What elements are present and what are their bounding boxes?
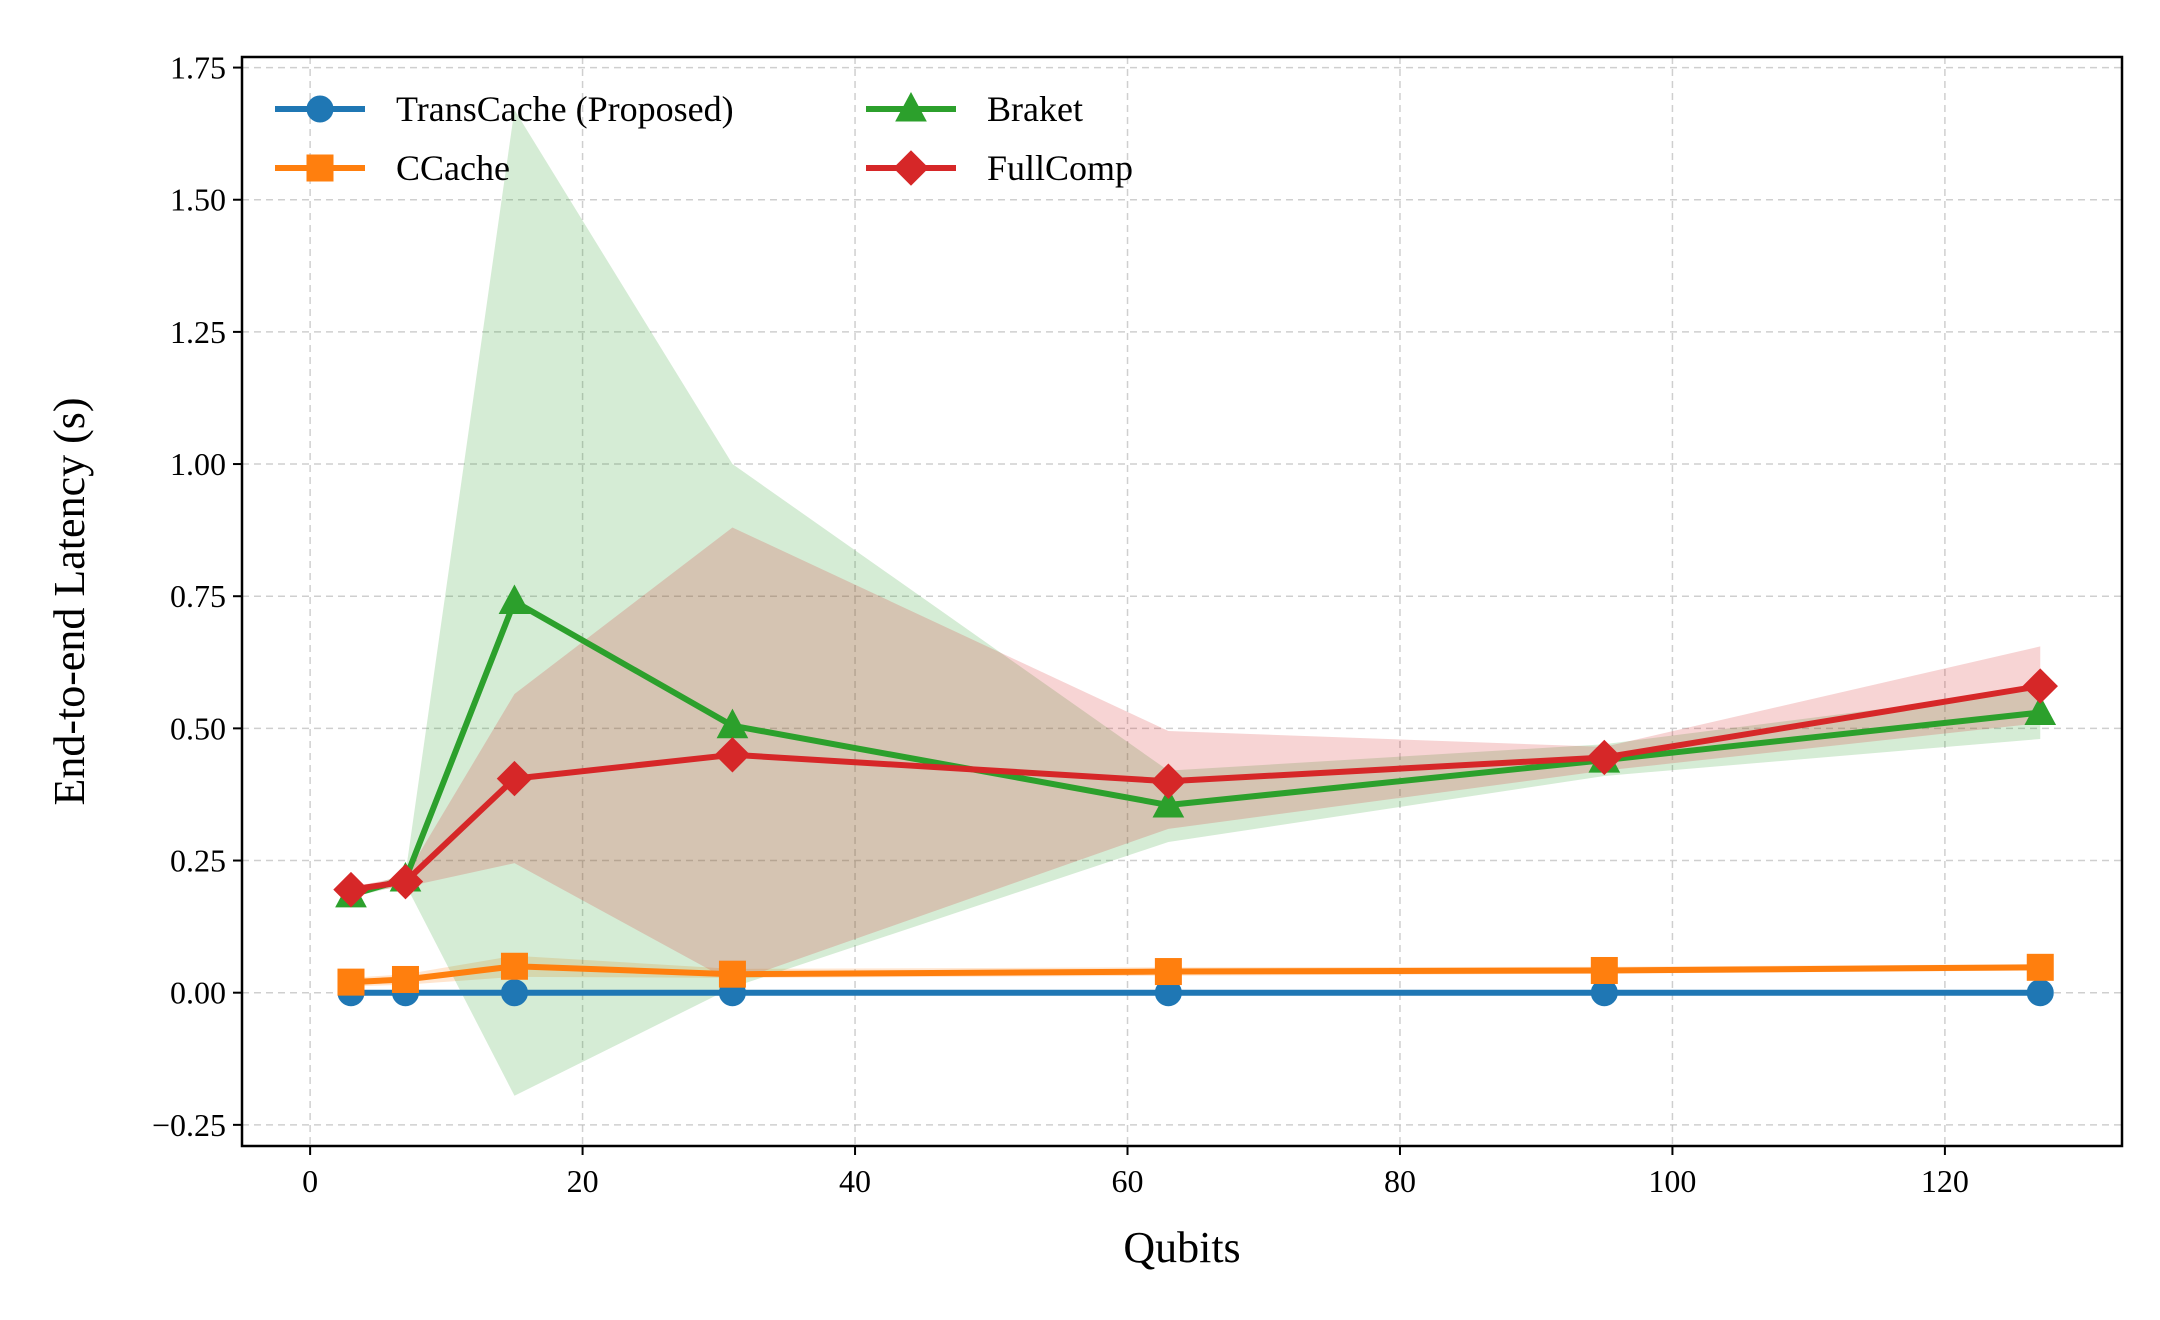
fullcomp-point: [387, 863, 424, 900]
ccache-point: [2026, 953, 2054, 981]
legend-swatch-marker: [306, 154, 334, 182]
fullcomp-point: [714, 737, 751, 773]
transcache-proposed-point: [2026, 979, 2054, 1007]
x-tick-label: 0: [302, 1163, 318, 1199]
ccache-point: [391, 965, 419, 993]
fullcomp-point: [496, 760, 533, 797]
y-tick-label: −0.25: [152, 1107, 226, 1143]
fullcomp-band: [350, 527, 2041, 983]
x-tick-label: 120: [1921, 1163, 1969, 1199]
legend-swatch-marker: [893, 150, 929, 186]
y-tick-label: 0.00: [170, 975, 226, 1011]
legend-swatch-marker: [306, 95, 334, 123]
y-tick-label: 0.75: [170, 578, 226, 614]
y-tick-label: 0.50: [170, 710, 226, 746]
y-axis-label: End-to-end Latency (s): [45, 397, 94, 805]
y-tick-label: 1.00: [170, 446, 226, 482]
legend-label: TransCache (Proposed): [396, 89, 734, 129]
x-tick-label: 20: [567, 1163, 599, 1199]
braket-point: [498, 584, 531, 614]
ccache-point: [500, 952, 528, 980]
legend-item-transcache-proposed: TransCache (Proposed): [275, 89, 734, 129]
ccache-point: [1154, 958, 1182, 986]
x-tick-label: 60: [1112, 1163, 1144, 1199]
transcache-proposed-point: [500, 979, 528, 1007]
legend-label: CCache: [396, 148, 510, 188]
legend-label: FullComp: [987, 148, 1133, 188]
fullcomp-point: [333, 871, 369, 908]
x-axis-label: Qubits: [1123, 1223, 1240, 1272]
x-tick-label: 80: [1384, 1163, 1416, 1199]
braket-point: [1152, 787, 1185, 818]
ccache-point: [1590, 956, 1618, 984]
axis-ticks: 0 20 40 60 80 100 120 −0.25 0.00 0.25 0.50 0.75 1.00…: [152, 50, 1969, 1199]
legend-item-ccache: CCache: [275, 148, 510, 188]
y-tick-label: 1.25: [170, 314, 226, 350]
ccache-point: [337, 968, 365, 996]
fullcomp-point: [2022, 668, 2058, 704]
braket-band: [350, 109, 2041, 1096]
plot-frame: [240, 55, 2124, 1148]
y-tick-label: 1.75: [170, 50, 226, 86]
legend-item-fullcomp: FullComp: [866, 148, 1133, 188]
braket-point: [2024, 695, 2057, 726]
legend-swatch-marker: [895, 91, 927, 122]
fullcomp-point: [1586, 739, 1623, 776]
legend: TransCache (Proposed) CCache Braket FullCom…: [275, 89, 1133, 188]
grid-lines: [242, 57, 2122, 1146]
y-tick-label: 0.25: [170, 843, 226, 879]
legend-label: Braket: [987, 89, 1083, 129]
x-tick-label: 100: [1648, 1163, 1696, 1199]
fullcomp-point: [1150, 763, 1187, 799]
legend-item-braket: Braket: [866, 89, 1083, 129]
ccache-point: [718, 960, 746, 988]
series-markers: [333, 584, 2058, 1007]
x-tick-label: 40: [839, 1163, 871, 1199]
y-tick-label: 1.50: [170, 182, 226, 218]
